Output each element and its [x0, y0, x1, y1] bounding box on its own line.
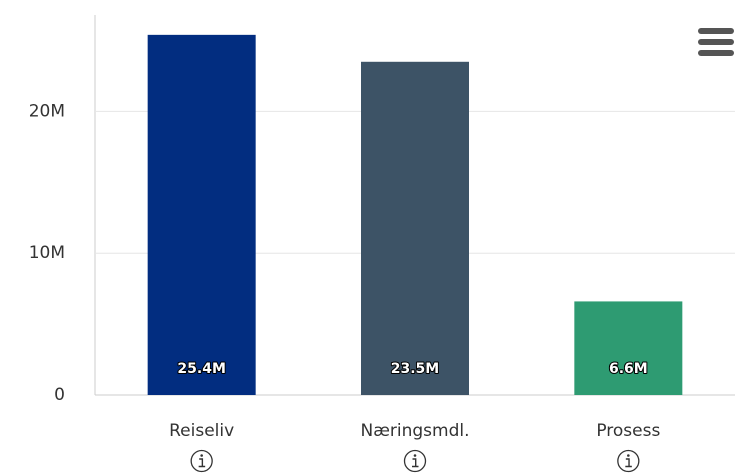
info-dot	[627, 454, 630, 457]
menu-bar	[698, 28, 734, 34]
info-icon[interactable]	[190, 449, 213, 473]
info-dot	[200, 454, 203, 457]
info-icon[interactable]	[617, 449, 640, 473]
menu-bar	[698, 39, 734, 45]
info-stem	[412, 458, 419, 468]
info-circle	[190, 449, 213, 473]
y-tick-label: 0	[54, 385, 65, 405]
info-circle	[403, 449, 427, 473]
data-label: 6.6M	[609, 361, 648, 377]
info-dot	[413, 454, 417, 457]
info-stem	[625, 458, 632, 468]
bar	[147, 34, 256, 396]
y-tick-label: 20M	[29, 101, 65, 121]
x-tick-label: Næringsmdl.	[360, 421, 469, 441]
info-circle	[617, 449, 640, 473]
info-icon[interactable]	[403, 449, 427, 473]
x-tick-label: Prosess	[596, 421, 660, 441]
data-label: 23.5M	[391, 361, 439, 377]
menu-icon[interactable]	[698, 28, 734, 56]
menu-bar	[698, 50, 734, 56]
y-tick-label: 10M	[29, 243, 65, 263]
bar	[574, 301, 683, 395]
data-label: 25.4M	[177, 361, 225, 377]
info-stem	[198, 458, 206, 468]
bar	[361, 61, 469, 395]
x-tick-label: Reiseliv	[169, 421, 234, 441]
